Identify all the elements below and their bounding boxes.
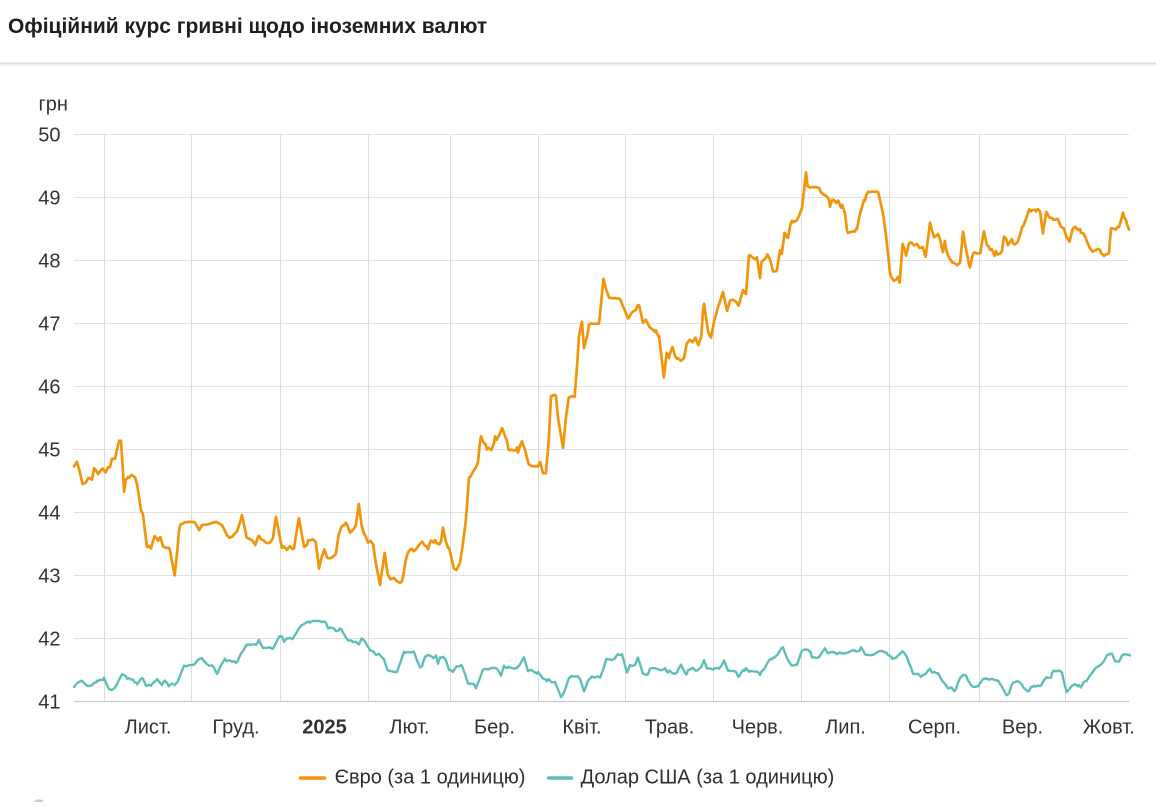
svg-text:Черв.: Черв. (732, 717, 784, 739)
svg-text:45: 45 (38, 440, 60, 462)
svg-text:Лип.: Лип. (825, 717, 866, 739)
svg-text:Жовт.: Жовт. (1083, 717, 1135, 739)
svg-text:Євро (за 1 одиницю): Євро (за 1 одиницю) (335, 767, 526, 789)
svg-text:Квіт.: Квіт. (562, 717, 601, 739)
svg-text:Лист.: Лист. (125, 717, 172, 739)
svg-text:грн: грн (39, 94, 68, 116)
svg-text:Вер.: Вер. (1002, 717, 1043, 739)
svg-text:42: 42 (38, 629, 60, 651)
svg-text:48: 48 (38, 251, 60, 273)
svg-text:44: 44 (38, 503, 60, 525)
svg-text:2025: 2025 (302, 717, 347, 739)
svg-text:41: 41 (38, 692, 60, 714)
svg-text:46: 46 (38, 377, 60, 399)
svg-text:47: 47 (38, 314, 60, 336)
svg-text:43: 43 (38, 566, 60, 588)
svg-text:Трав.: Трав. (645, 717, 695, 739)
svg-text:Долар США (за 1 одиницю): Долар США (за 1 одиницю) (581, 767, 835, 789)
svg-text:Лют.: Лют. (389, 717, 429, 739)
svg-text:Офіційний курс гривні щодо іно: Офіційний курс гривні щодо іноземних вал… (8, 15, 487, 38)
svg-text:49: 49 (38, 188, 60, 210)
svg-text:Бер.: Бер. (474, 717, 515, 739)
svg-text:50: 50 (38, 125, 60, 147)
svg-text:Серп.: Серп. (908, 717, 961, 739)
svg-text:Груд.: Груд. (212, 717, 259, 739)
